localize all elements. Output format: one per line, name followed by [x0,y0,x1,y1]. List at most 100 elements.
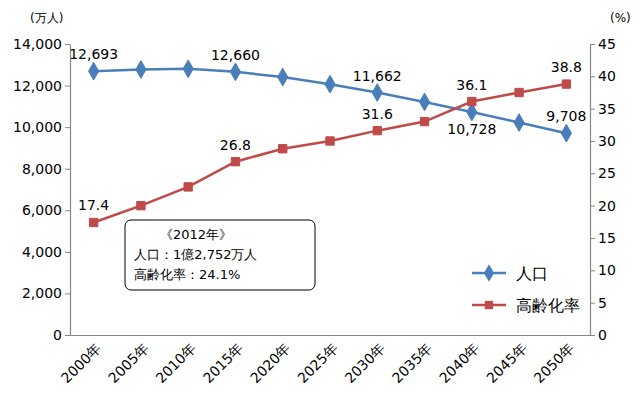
legend-marker [485,301,493,309]
tick-label: 5 [598,295,607,311]
y2-tick: 30 [590,133,616,149]
marker [183,60,193,78]
legend-label: 高齢化率 [516,296,580,315]
x-tick: 2015年 [200,335,246,386]
y-tick: 12,000 [13,78,70,94]
tick-mark [590,335,595,336]
y-tick: 10,000 [13,119,70,135]
tick-mark [65,335,70,336]
x-tick: 2030年 [342,335,388,386]
marker [561,124,571,142]
x-axis: 2000年2005年2010年2015年2020年2025年2030年2035年… [58,335,591,386]
x-tick: 2050年 [531,335,577,386]
annotation-box [125,220,315,290]
tick-label: 2005年 [105,340,151,386]
tick-mark [590,141,595,142]
y-tick: 0 [53,327,70,343]
y-axis: 0 2,000 4,000 6,000 8,000 10,000 12,000 14,000 [13,36,71,343]
y-tick: 4,000 [22,244,70,260]
tick-label: 0 [53,327,62,343]
tick-label: 2035年 [389,340,435,386]
chart: 02,0004,0006,0008,00010,00012,00014,0000… [0,0,642,402]
marker [419,93,429,111]
tick-label: 2015年 [200,340,246,386]
y2-tick: 35 [590,101,616,117]
marker [326,137,334,145]
y-tick: 6,000 [22,202,70,218]
marker [515,88,523,96]
tick-mark [590,303,595,304]
tick-mark [590,206,595,207]
x-tick: 2010年 [152,335,198,386]
marker [514,114,524,132]
tick-label: 2025年 [294,340,340,386]
tick-label: 40 [598,68,616,84]
marker [184,183,192,191]
y2-tick: 20 [590,198,616,214]
tick-mark [65,169,70,170]
legend-marker [484,264,494,282]
marker [89,218,97,226]
tick-label: 14,000 [13,36,62,52]
data-label: 10,728 [447,121,496,137]
data-label: 31.6 [362,106,393,122]
tick-label: 2040年 [436,340,482,386]
marker [372,84,382,102]
data-labels: 12,693 12,660 11,662 10,728 9,708 17.4 26.8 31.… [69,46,586,213]
tick-label: 45 [598,36,616,52]
y-tick: 8,000 [22,161,70,177]
tick-label: 6,000 [22,202,62,218]
tick-label: 20 [598,198,616,214]
tick-label: 12,000 [13,78,62,94]
x-tick: 2000年 [58,335,104,386]
marker [373,126,381,134]
tick-label: 2,000 [22,285,62,301]
x-tick: 2025年 [294,335,340,386]
marker [230,63,240,81]
x-tick: 2040年 [436,335,482,386]
y2-axis: 0 5 10 15 20 25 30 35 40 45 [590,36,616,343]
tick-label: 8,000 [22,161,62,177]
annotation: 《2012年》人口：1億2,752万人高齢化率：24.1% [125,220,315,290]
annotation-text: 《2012年》 [160,227,232,242]
data-label: 11,662 [353,68,402,84]
marker [137,201,145,209]
tick-label: 15 [598,230,616,246]
data-label: 12,660 [211,47,260,63]
data-label: 17.4 [78,197,109,213]
data-label: 26.8 [220,137,251,153]
legend: 人口高齢化率 [472,264,580,315]
series-line [94,84,567,222]
data-label: 38.8 [551,59,582,75]
tick-label: 2020年 [247,340,293,386]
x-tick: 2035年 [389,335,435,386]
data-label: 9,708 [546,108,586,124]
axis-line [70,45,71,336]
tick-label: 2010年 [152,340,198,386]
marker [279,145,287,153]
y2-tick: 5 [590,295,607,311]
tick-label: 2030年 [342,340,388,386]
y2-axis-label: (%) [610,11,631,25]
marker [468,97,476,105]
legend-label: 人口 [516,264,548,283]
x-tick: 2045年 [483,335,529,386]
marker [562,80,570,88]
y2-tick: 25 [590,165,616,181]
tick-mark [590,238,595,239]
marker [231,158,239,166]
y2-tick: 45 [590,36,616,52]
tick-label: 25 [598,165,616,181]
tick-label: 2000年 [58,340,104,386]
tick-label: 35 [598,101,616,117]
marker [325,75,335,93]
y2-tick: 40 [590,68,616,84]
y2-tick: 0 [590,327,607,343]
tick-label: 10 [598,262,616,278]
tick-label: 10,000 [13,119,62,135]
tick-mark [590,109,595,110]
marker [89,62,99,80]
x-tick: 2005年 [105,335,151,386]
tick-mark [590,270,595,271]
data-label: 12,693 [69,46,118,62]
